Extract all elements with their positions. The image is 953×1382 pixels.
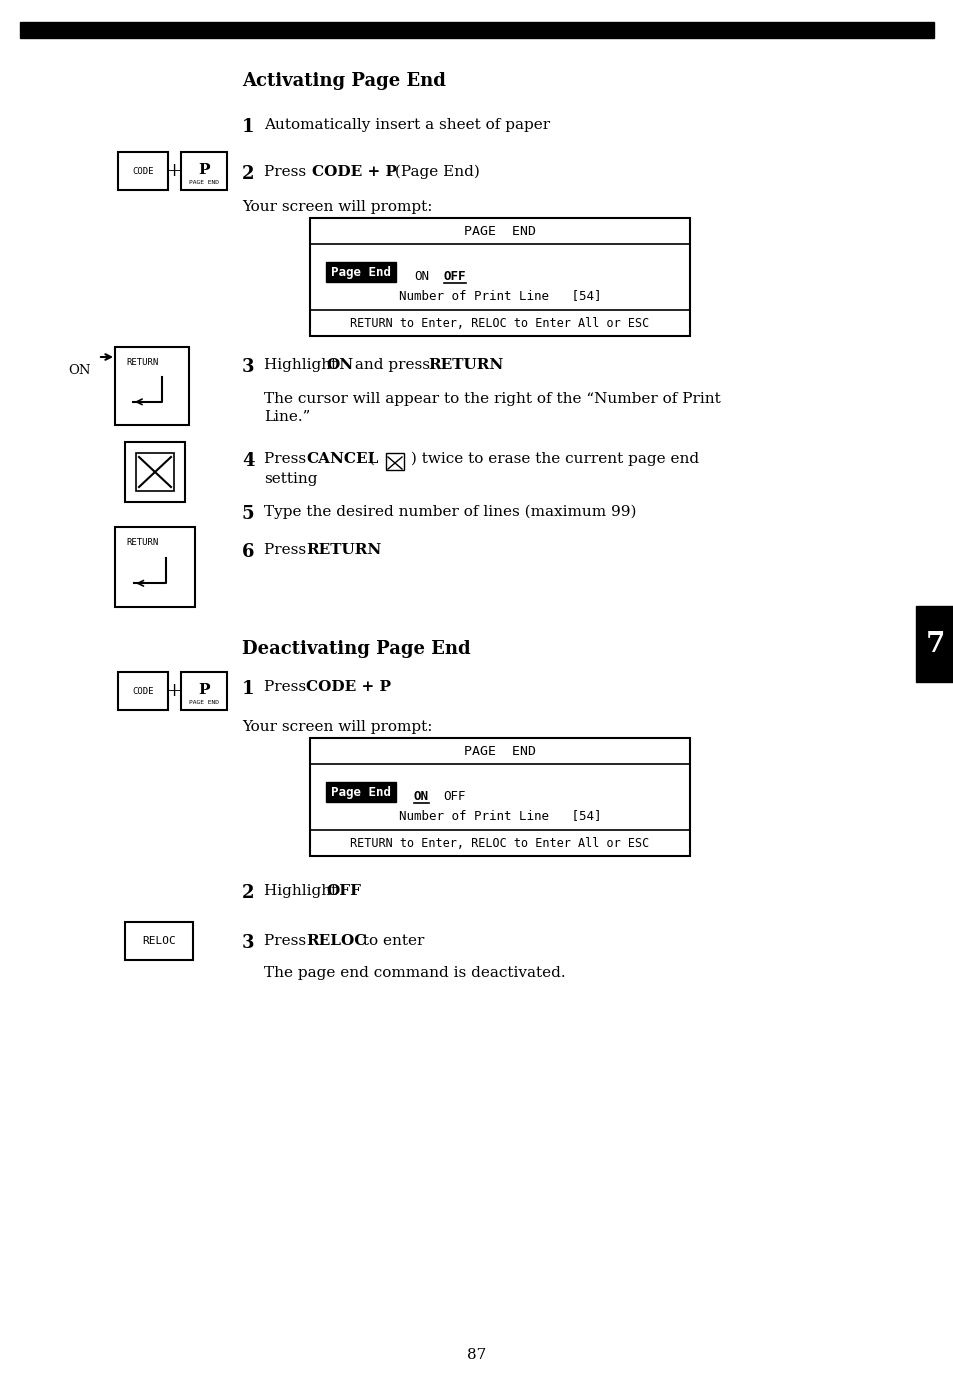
Text: ) twice to erase the current page end: ) twice to erase the current page end [406,452,699,466]
Text: Press: Press [264,680,311,694]
Text: ON: ON [414,269,429,283]
Text: RETURN to Enter, RELOC to Enter All or ESC: RETURN to Enter, RELOC to Enter All or E… [350,316,649,329]
Text: Type the desired number of lines (maximum 99): Type the desired number of lines (maximu… [264,504,636,520]
Text: CANCEL: CANCEL [306,452,378,466]
Text: Deactivating Page End: Deactivating Page End [242,640,470,658]
Text: 7: 7 [924,630,943,658]
Text: 3: 3 [242,934,254,952]
Text: +: + [167,681,181,701]
Bar [136,453,173,491]
Text: RETURN: RETURN [126,538,158,546]
FancyBboxPatch shape [118,672,168,710]
Text: to enter: to enter [357,934,424,948]
Text: PAGE  END: PAGE END [463,224,536,238]
Text: ON: ON [68,363,91,377]
Text: The page end command is deactivated.: The page end command is deactivated. [264,966,565,980]
Text: 6: 6 [242,543,254,561]
Text: RETURN to Enter, RELOC to Enter All or ESC: RETURN to Enter, RELOC to Enter All or E… [350,836,649,850]
FancyBboxPatch shape [125,922,193,960]
Text: 3: 3 [242,358,254,376]
Bar [310,738,689,855]
Text: 4: 4 [242,452,254,470]
Text: PAGE END: PAGE END [189,180,219,185]
Text: The cursor will appear to the right of the “Number of Print: The cursor will appear to the right of t… [264,392,720,406]
Text: 87: 87 [467,1347,486,1363]
Text: P: P [198,683,210,697]
Text: 1: 1 [242,117,254,135]
Text: Press: Press [264,543,311,557]
Text: RELOC: RELOC [142,936,175,947]
Text: Activating Page End: Activating Page End [242,72,445,90]
Text: RETURN: RETURN [126,358,158,366]
Bar [326,263,395,282]
FancyBboxPatch shape [115,347,189,426]
Text: setting: setting [264,473,317,486]
Text: +: + [167,162,181,180]
Text: Your screen will prompt:: Your screen will prompt: [242,200,432,214]
Text: Page End: Page End [331,785,391,799]
Text: 2: 2 [242,884,254,902]
FancyBboxPatch shape [181,672,227,710]
Text: CODE: CODE [132,687,153,695]
Text: OFF: OFF [326,884,360,898]
Text: Your screen will prompt:: Your screen will prompt: [242,720,432,734]
Text: Automatically insert a sheet of paper: Automatically insert a sheet of paper [264,117,550,133]
Text: CODE + P: CODE + P [306,680,391,694]
Text: Press: Press [264,164,311,180]
Text: (Page End): (Page End) [390,164,479,180]
Text: Number of Print Line   [54]: Number of Print Line [54] [398,810,600,822]
Text: CODE: CODE [132,166,153,176]
Bar [386,453,403,470]
Text: Press: Press [264,934,311,948]
Text: PAGE END: PAGE END [189,699,219,705]
Text: OFF: OFF [443,269,466,283]
Text: 5: 5 [242,504,254,522]
FancyBboxPatch shape [181,152,227,189]
Text: P: P [198,163,210,177]
Text: RELOC: RELOC [306,934,366,948]
FancyBboxPatch shape [118,152,168,189]
Text: and press: and press [350,358,435,372]
Text: PAGE  END: PAGE END [463,745,536,757]
Bar [915,605,953,681]
Text: Press: Press [264,452,311,466]
Text: Page End: Page End [331,265,391,279]
Text: Highlight: Highlight [264,358,342,372]
Text: Number of Print Line   [54]: Number of Print Line [54] [398,289,600,303]
Text: RETURN: RETURN [306,543,381,557]
Text: ON: ON [414,791,429,803]
FancyBboxPatch shape [115,527,194,607]
Text: (: ( [364,452,379,466]
Bar [326,782,395,802]
Text: RETURN: RETURN [428,358,503,372]
Text: OFF: OFF [443,791,466,803]
Text: 2: 2 [242,164,254,182]
Bar [20,22,933,37]
Text: Highlight: Highlight [264,884,342,898]
Text: Line.”: Line.” [264,410,310,424]
FancyBboxPatch shape [125,442,185,502]
Text: ON: ON [326,358,353,372]
Bar [310,218,689,336]
Text: CODE + P: CODE + P [312,164,396,180]
Text: 1: 1 [242,680,254,698]
